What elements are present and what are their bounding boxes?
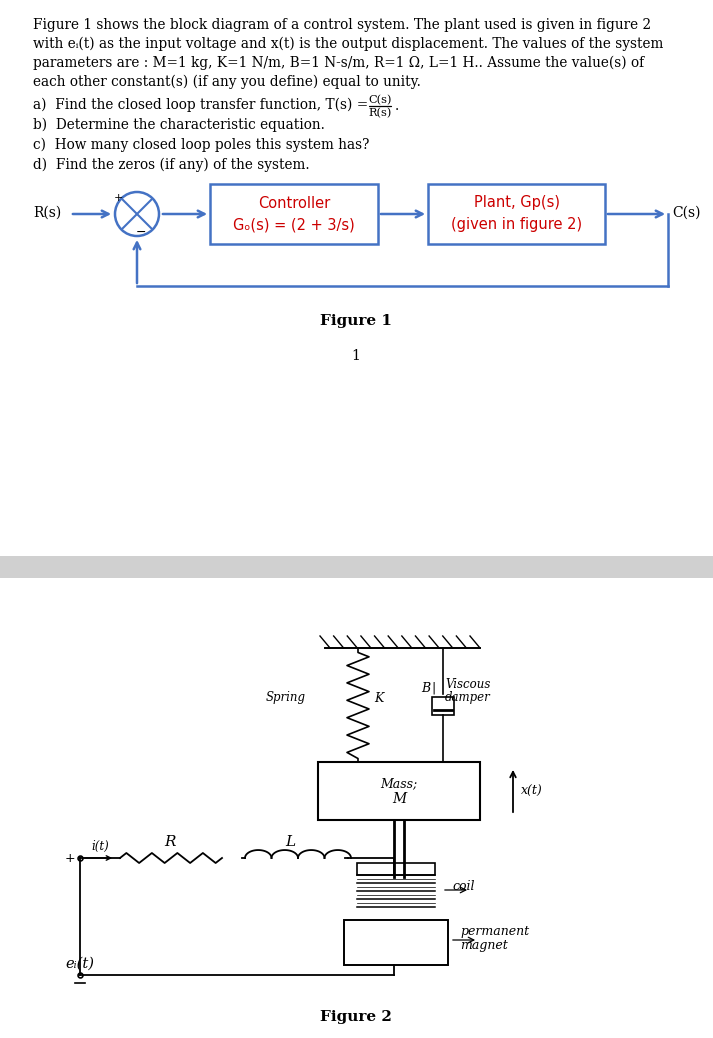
Bar [210,184,378,244]
Text: B: B [421,682,430,694]
Text: R: R [164,835,175,849]
Text: magnet: magnet [460,939,508,953]
Bar [428,184,605,244]
Text: c)  How many closed loop poles this system has?: c) How many closed loop poles this syste… [33,138,369,153]
Text: Controller: Controller [258,195,330,211]
Text: L: L [285,835,295,849]
Text: +: + [113,193,123,203]
Text: −: − [135,225,146,239]
Text: C(s): C(s) [368,94,391,105]
Text: parameters are : M=1 kg, K=1 N/m, B=1 N-s/m, R=1 Ω, L=1 H.. Assume the value(s) : parameters are : M=1 kg, K=1 N/m, B=1 N-… [33,56,644,71]
Text: |: | [431,682,435,694]
Text: x(t): x(t) [521,785,543,797]
Text: K: K [374,691,384,705]
Text: 1: 1 [352,349,361,363]
Text: a)  Find the closed loop transfer function, T(s) =: a) Find the closed loop transfer functio… [33,98,373,112]
Text: Viscous: Viscous [445,679,491,691]
Text: R(s): R(s) [369,108,391,118]
Text: R(s): R(s) [33,206,61,220]
Text: Mass;: Mass; [380,777,418,791]
Text: i(t): i(t) [91,840,109,852]
Text: Spring: Spring [266,691,306,705]
Text: M: M [392,792,406,805]
Bar [432,696,454,714]
Text: Figure 1: Figure 1 [320,315,392,328]
Text: .: . [395,99,399,113]
Text: each other constant(s) (if any you define) equal to unity.: each other constant(s) (if any you defin… [33,75,421,89]
Text: damper: damper [445,690,491,704]
Text: Gₒ(s) = (2 + 3/s): Gₒ(s) = (2 + 3/s) [233,218,355,233]
Bar [318,762,480,820]
Bar [357,863,435,875]
Text: C(s): C(s) [672,206,700,220]
Text: (given in figure 2): (given in figure 2) [451,218,582,233]
Text: Figure 1 shows the block diagram of a control system. The plant used is given in: Figure 1 shows the block diagram of a co… [33,18,651,32]
Text: Plant, Gp(s): Plant, Gp(s) [473,195,560,211]
Bar [0,556,713,578]
Text: +: + [65,851,76,865]
Text: with eᵢ(t) as the input voltage and x(t) is the output displacement. The values : with eᵢ(t) as the input voltage and x(t)… [33,37,663,52]
Text: eᵢ(t): eᵢ(t) [65,957,94,971]
Text: permanent: permanent [460,926,529,938]
Text: b)  Determine the characteristic equation.: b) Determine the characteristic equation… [33,118,325,133]
Text: coil: coil [452,880,474,894]
Text: Figure 2: Figure 2 [320,1010,392,1025]
Text: d)  Find the zeros (if any) of the system.: d) Find the zeros (if any) of the system… [33,158,309,172]
Bar [344,920,448,965]
